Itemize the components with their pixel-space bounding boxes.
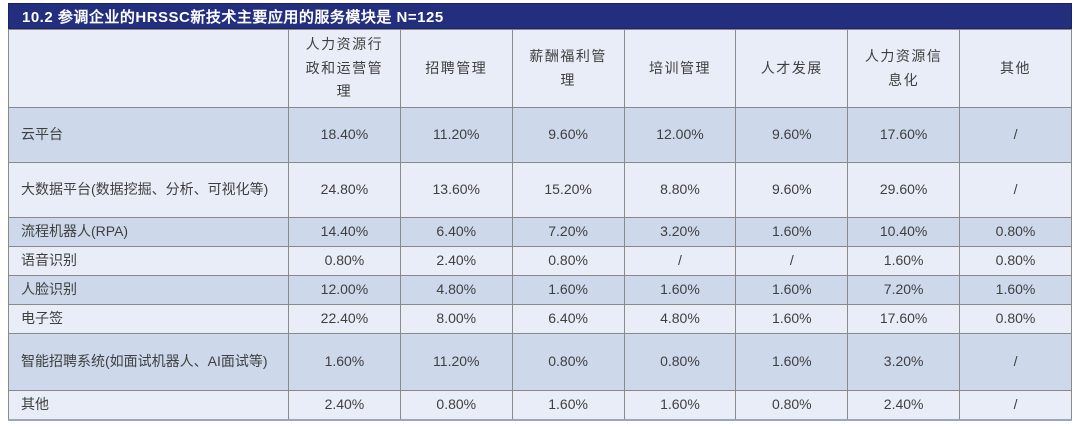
value-cell: 8.80%: [623, 162, 737, 218]
value-cell: 0.80%: [959, 246, 1072, 276]
value-cell: 2.40%: [399, 246, 513, 276]
value-cell: 12.00%: [288, 275, 401, 305]
row-label: 语音识别: [8, 246, 289, 276]
value-cell: 1.60%: [735, 332, 849, 391]
corner-cell: [8, 29, 289, 108]
table-row: 其他 2.40% 0.80% 1.60% 1.60% 0.80% 2.40% /: [8, 389, 1072, 421]
value-cell: 1.60%: [847, 246, 961, 276]
value-cell: 9.60%: [735, 107, 849, 163]
table-row: 语音识别 0.80% 2.40% 0.80% //1.60% 0.80%: [8, 246, 1072, 276]
row-label: 云平台: [8, 107, 289, 163]
value-cell: /: [959, 389, 1072, 421]
value-cell: 0.80%: [959, 303, 1072, 334]
column-header-4: 培训管理: [623, 29, 737, 108]
value-cell: 0.80%: [511, 332, 625, 391]
value-cell: 2.40%: [288, 389, 401, 421]
table-row: 云平台 18.40% 11.20% 9.60% 12.00% 9.60% 17.60% /: [8, 107, 1072, 163]
table-row: 智能招聘系统(如面试机器人、AI面试等) 1.60% 11.20% 0.80% 0.80…: [8, 332, 1072, 391]
column-header-2: 招聘管理: [399, 29, 513, 108]
value-cell: 1.60%: [288, 332, 401, 391]
value-cell: 15.20%: [511, 162, 625, 218]
value-cell: 1.60%: [735, 217, 849, 247]
column-header-3: 薪酬福利管理: [511, 29, 625, 108]
column-header-6: 人力资源信息化: [847, 29, 961, 108]
value-cell: 3.20%: [847, 332, 961, 391]
value-cell: 9.60%: [511, 107, 625, 163]
value-cell: 0.80%: [288, 246, 401, 276]
value-cell: 10.40%: [847, 217, 961, 247]
value-cell: /: [735, 246, 849, 276]
row-label: 智能招聘系统(如面试机器人、AI面试等): [8, 332, 289, 391]
value-cell: /: [959, 107, 1072, 163]
value-cell: 4.80%: [399, 275, 513, 305]
value-cell: 7.20%: [511, 217, 625, 247]
value-cell: 29.60%: [847, 162, 961, 218]
value-cell: 1.60%: [511, 389, 625, 421]
table-title: 10.2 参调企业的HRSSC新技术主要应用的服务模块是 N=125: [8, 3, 1072, 29]
value-cell: 11.20%: [399, 107, 513, 163]
value-cell: /: [623, 246, 737, 276]
table-header: 人力资源行政和运营管理 招聘管理 薪酬福利管理 培训管理 人才发展 人力资源信息化 其他: [8, 29, 1072, 108]
table-body: 云平台 18.40% 11.20% 9.60% 12.00% 9.60% 17.60% / 大数…: [8, 107, 1072, 421]
value-cell: 0.80%: [623, 332, 737, 391]
value-cell: 13.60%: [399, 162, 513, 218]
value-cell: 0.80%: [511, 246, 625, 276]
value-cell: 6.40%: [511, 303, 625, 334]
value-cell: 14.40%: [288, 217, 401, 247]
value-cell: 2.40%: [847, 389, 961, 421]
value-cell: 8.00%: [399, 303, 513, 334]
value-cell: 11.20%: [399, 332, 513, 391]
value-cell: 1.60%: [735, 303, 849, 334]
value-cell: 0.80%: [735, 389, 849, 421]
value-cell: 1.60%: [623, 389, 737, 421]
row-label: 电子签: [8, 303, 289, 334]
row-label: 人脸识别: [8, 275, 289, 305]
value-cell: 1.60%: [959, 275, 1072, 305]
value-cell: 22.40%: [288, 303, 401, 334]
value-cell: 1.60%: [623, 275, 737, 305]
table-row: 大数据平台(数据挖掘、分析、可视化等) 24.80% 13.60% 15.20% 8.8…: [8, 162, 1072, 218]
row-label: 其他: [8, 389, 289, 421]
value-cell: 9.60%: [735, 162, 849, 218]
table-row: 人脸识别 12.00% 4.80% 1.60% 1.60% 1.60% 7.20% 1.60%: [8, 275, 1072, 305]
column-header-7: 其他: [959, 29, 1072, 108]
value-cell: 1.60%: [735, 275, 849, 305]
value-cell: 18.40%: [288, 107, 401, 163]
value-cell: 0.80%: [959, 217, 1072, 247]
row-label: 流程机器人(RPA): [8, 217, 289, 247]
column-header-1: 人力资源行政和运营管理: [288, 29, 401, 108]
survey-data-table: 人力资源行政和运营管理 招聘管理 薪酬福利管理 培训管理 人才发展 人力资源信息化 其他 云…: [8, 29, 1072, 421]
value-cell: 6.40%: [399, 217, 513, 247]
value-cell: 17.60%: [847, 303, 961, 334]
value-cell: 4.80%: [623, 303, 737, 334]
row-label: 大数据平台(数据挖掘、分析、可视化等): [8, 162, 289, 218]
table-row: 电子签 22.40% 8.00% 6.40% 4.80% 1.60% 17.60% 0.80%: [8, 303, 1072, 334]
value-cell: 7.20%: [847, 275, 961, 305]
table-row: 流程机器人(RPA) 14.40% 6.40% 7.20% 3.20% 1.60% 10.4…: [8, 217, 1072, 247]
header-row: 人力资源行政和运营管理 招聘管理 薪酬福利管理 培训管理 人才发展 人力资源信息化 其他: [8, 29, 1072, 108]
value-cell: /: [959, 332, 1072, 391]
value-cell: 0.80%: [399, 389, 513, 421]
value-cell: 17.60%: [847, 107, 961, 163]
value-cell: /: [959, 162, 1072, 218]
value-cell: 24.80%: [288, 162, 401, 218]
value-cell: 12.00%: [623, 107, 737, 163]
value-cell: 3.20%: [623, 217, 737, 247]
value-cell: 1.60%: [511, 275, 625, 305]
column-header-5: 人才发展: [735, 29, 849, 108]
